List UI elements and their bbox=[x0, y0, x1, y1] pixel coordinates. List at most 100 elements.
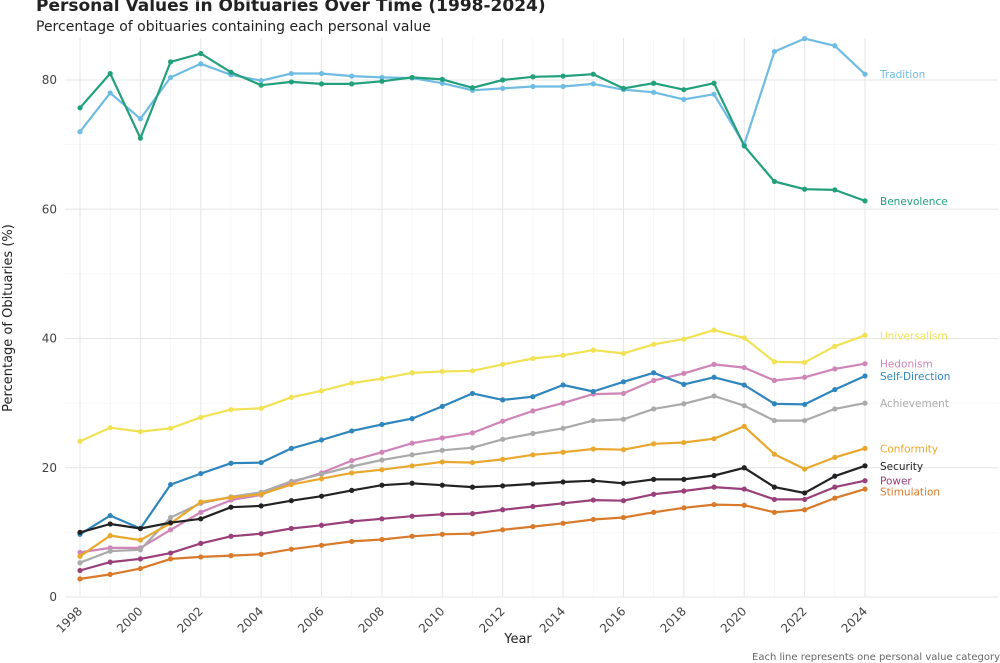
chart-title: Personal Values in Obituaries Over Time … bbox=[36, 0, 546, 16]
data-point-universalism bbox=[681, 336, 687, 342]
series-label-power: Power bbox=[880, 476, 912, 488]
data-point-self-direction bbox=[560, 382, 566, 388]
data-point-power bbox=[741, 486, 747, 492]
data-point-benevolence bbox=[409, 74, 415, 81]
data-point-benevolence bbox=[651, 80, 657, 86]
data-point-self-direction bbox=[832, 386, 838, 393]
data-point-benevolence bbox=[802, 186, 808, 192]
data-point-tradition bbox=[318, 70, 325, 77]
data-point-power bbox=[288, 525, 294, 532]
x-tick-label: 2018 bbox=[657, 604, 688, 635]
data-point-stimulation bbox=[258, 551, 264, 557]
data-point-conformity bbox=[802, 466, 808, 472]
data-point-stimulation bbox=[137, 565, 143, 572]
data-point-conformity bbox=[651, 441, 657, 447]
data-point-hedonism bbox=[741, 364, 747, 371]
data-point-achievement bbox=[409, 452, 415, 458]
data-point-conformity bbox=[439, 459, 445, 465]
series-label-hedonism: Hedonism bbox=[880, 359, 933, 371]
data-point-benevolence bbox=[77, 105, 83, 111]
data-point-power bbox=[349, 518, 355, 524]
data-point-benevolence bbox=[167, 59, 174, 65]
data-point-stimulation bbox=[530, 523, 536, 530]
data-point-power bbox=[379, 516, 385, 522]
data-point-tradition bbox=[137, 116, 143, 122]
data-point-security bbox=[409, 480, 415, 486]
data-point-tradition bbox=[77, 129, 83, 135]
data-point-self-direction bbox=[500, 397, 506, 403]
data-point-achievement bbox=[167, 514, 174, 521]
data-point-benevolence bbox=[228, 69, 234, 75]
x-tick-label: 2020 bbox=[718, 604, 749, 635]
data-point-stimulation bbox=[802, 507, 808, 513]
x-axis-ticks: 1998 2000 2002 2004 2006 2008 2010 2012 2014 2016… bbox=[54, 604, 870, 635]
data-point-power bbox=[409, 513, 415, 519]
data-point-universalism bbox=[560, 352, 566, 358]
x-tick-label: 2000 bbox=[114, 604, 145, 635]
data-point-security bbox=[651, 476, 657, 482]
data-point-conformity bbox=[711, 436, 717, 442]
data-point-self-direction bbox=[741, 382, 747, 388]
x-axis-label: Year bbox=[503, 632, 532, 647]
data-point-achievement bbox=[349, 463, 355, 470]
data-point-conformity bbox=[379, 467, 385, 473]
data-point-power bbox=[137, 556, 143, 562]
data-point-achievement bbox=[741, 403, 747, 409]
data-point-tradition bbox=[560, 83, 566, 90]
data-point-achievement bbox=[137, 547, 143, 553]
data-point-benevolence bbox=[500, 77, 506, 83]
y-axis-ticks: 0 20 40 60 80 bbox=[42, 73, 57, 604]
data-point-tradition bbox=[107, 90, 113, 96]
data-point-universalism bbox=[620, 350, 627, 356]
data-point-achievement bbox=[620, 416, 627, 422]
data-point-tradition bbox=[439, 80, 445, 86]
data-point-stimulation bbox=[862, 486, 868, 492]
data-point-conformity bbox=[832, 454, 838, 461]
data-point-stimulation bbox=[651, 509, 657, 515]
chart-subtitle: Percentage of obituaries containing each… bbox=[36, 19, 431, 35]
x-tick-label: 2004 bbox=[235, 604, 266, 635]
data-point-power bbox=[77, 567, 83, 574]
data-point-benevolence bbox=[318, 81, 325, 87]
data-point-hedonism bbox=[409, 440, 415, 446]
y-axis-label: Percentage of Obituaries (%) bbox=[1, 224, 16, 412]
data-point-power bbox=[620, 498, 627, 504]
data-point-power bbox=[590, 497, 596, 503]
data-point-security bbox=[107, 521, 113, 527]
data-point-conformity bbox=[228, 494, 234, 501]
data-point-self-direction bbox=[379, 421, 385, 428]
x-tick-label: 2002 bbox=[174, 604, 205, 635]
data-point-stimulation bbox=[741, 502, 747, 508]
data-point-universalism bbox=[107, 425, 113, 431]
data-point-hedonism bbox=[167, 527, 174, 533]
data-point-benevolence bbox=[711, 80, 717, 86]
data-point-achievement bbox=[862, 400, 868, 406]
data-point-hedonism bbox=[439, 435, 445, 441]
data-point-universalism bbox=[469, 368, 476, 374]
data-point-tradition bbox=[530, 83, 536, 90]
data-point-conformity bbox=[500, 456, 506, 462]
data-point-achievement bbox=[379, 457, 385, 463]
data-point-stimulation bbox=[711, 501, 717, 508]
data-point-power bbox=[530, 503, 536, 510]
data-point-benevolence bbox=[560, 73, 566, 79]
data-point-benevolence bbox=[258, 82, 264, 88]
x-tick-label: 2006 bbox=[295, 604, 326, 635]
data-point-stimulation bbox=[228, 553, 234, 559]
data-point-conformity bbox=[288, 481, 294, 488]
data-point-benevolence bbox=[771, 178, 778, 185]
data-point-universalism bbox=[288, 394, 294, 400]
data-point-achievement bbox=[107, 548, 113, 554]
series-label-stimulation: Stimulation bbox=[880, 487, 940, 499]
series-label-security: Security bbox=[880, 461, 923, 473]
data-point-universalism bbox=[167, 425, 174, 431]
data-point-stimulation bbox=[379, 536, 385, 543]
data-point-universalism bbox=[318, 388, 325, 394]
data-point-power bbox=[469, 511, 476, 517]
data-point-conformity bbox=[318, 476, 325, 482]
series-labels: Tradition Benevolence Universalism Hedonism… bbox=[879, 69, 950, 498]
data-point-security bbox=[500, 483, 506, 489]
data-point-benevolence bbox=[469, 85, 476, 91]
data-point-tradition bbox=[198, 61, 204, 67]
data-point-achievement bbox=[802, 417, 808, 424]
